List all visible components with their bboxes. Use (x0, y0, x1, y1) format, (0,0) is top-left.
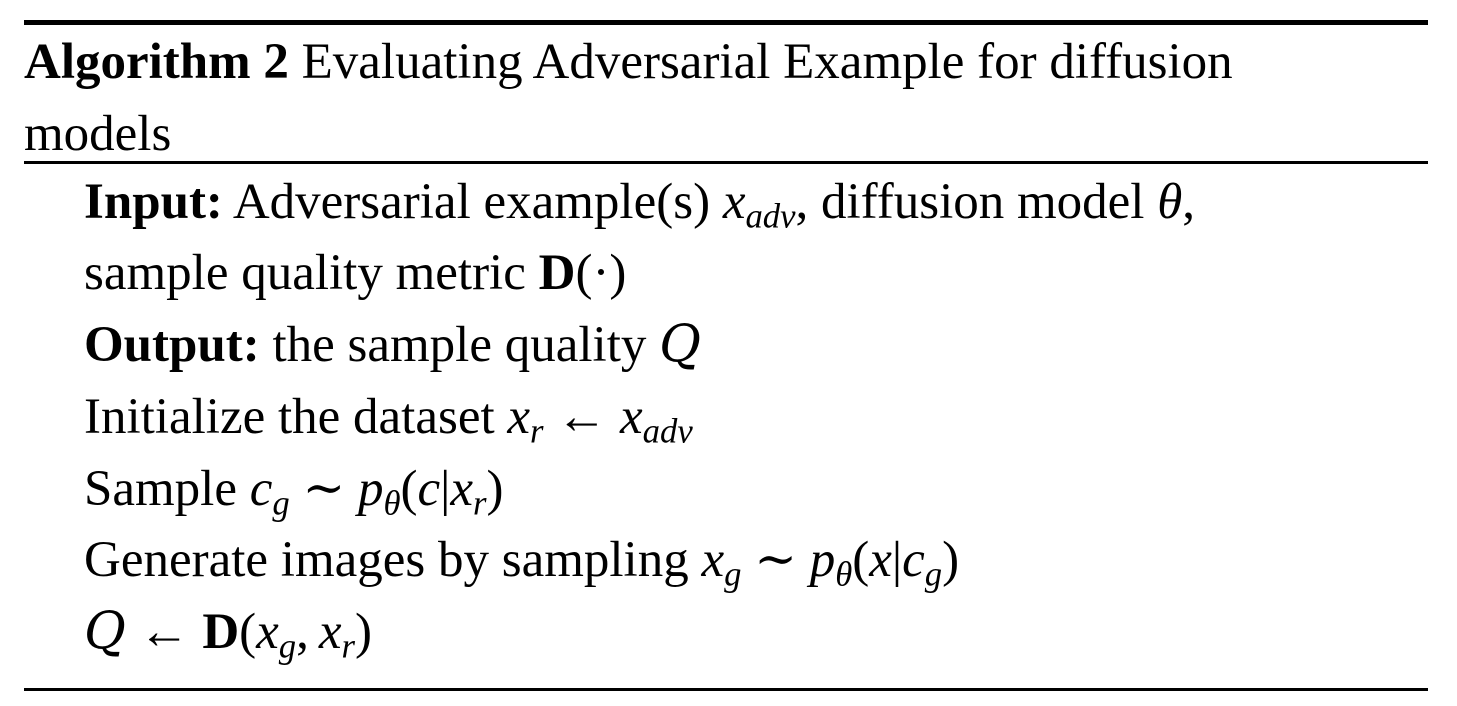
c-g-symbol: cg (249, 461, 290, 523)
input-line-continued: sample quality metric D(·) (84, 237, 626, 309)
generate-text: Generate images by sampling (84, 532, 689, 588)
caption-rule (24, 161, 1428, 164)
step-sample: Sample cg ∼ pθ(c|xr) (84, 453, 503, 525)
top-rule (24, 20, 1428, 25)
input-line: Input: Adversarial example(s) xadv, diff… (84, 166, 1195, 238)
quality-symbol: Q (659, 315, 701, 374)
metric-symbol: D (202, 604, 240, 660)
x-adv-symbol: xadv (722, 174, 796, 236)
algorithm-title: Evaluating Adversarial Example for diffu… (301, 34, 1233, 90)
algorithm-title-continued: models (24, 106, 172, 162)
output-label: Output: (84, 317, 260, 373)
assign-arrow: ← (556, 389, 608, 445)
metric-arg: (·) (575, 245, 627, 301)
x-g-symbol: xg (701, 532, 742, 594)
assign-arrow: ← (138, 604, 190, 660)
input-text: Adversarial example(s) (232, 174, 711, 230)
bottom-rule (24, 688, 1428, 691)
input-label: Input: (84, 174, 223, 230)
output-text: the sample quality (272, 317, 647, 373)
theta-symbol: θ (1157, 174, 1183, 230)
input-comma: , (1182, 174, 1196, 230)
metric-symbol: D (538, 245, 576, 301)
step-initialize: Initialize the dataset xr ← xadv (84, 381, 693, 453)
x-r-symbol: xr (507, 389, 544, 451)
x-adv-symbol: xadv (620, 389, 693, 451)
step-evaluate: Q ← D(xg, xr) (84, 596, 372, 668)
algorithm-caption-continued: models (24, 98, 1444, 170)
metric-args: (xg, xr) (239, 604, 372, 666)
output-line: Output: the sample quality Q (84, 309, 701, 381)
algorithm-label: Algorithm 2 (24, 34, 289, 90)
p-theta-expr: pθ(x|cg) (809, 532, 960, 594)
p-theta-expr: pθ(c|xr) (357, 461, 504, 523)
metric-text: sample quality metric (84, 245, 526, 301)
algorithm-caption: Algorithm 2 Evaluating Adversarial Examp… (24, 26, 1444, 98)
sim-symbol: ∼ (302, 461, 346, 517)
quality-symbol: Q (84, 602, 126, 661)
sample-text: Sample (84, 461, 237, 517)
step-generate: Generate images by sampling xg ∼ pθ(x|cg… (84, 524, 959, 596)
initialize-text: Initialize the dataset (84, 389, 495, 445)
sim-symbol: ∼ (754, 532, 797, 588)
input-text-model: , diffusion model (795, 174, 1145, 230)
